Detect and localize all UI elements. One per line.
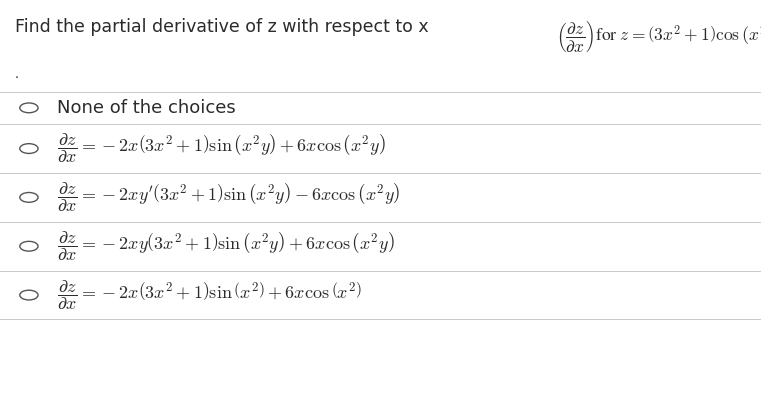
Text: $\dfrac{\partial z}{\partial x} = -2xy'\left(3x^2 + 1\right)\sin\left(x^2y\right: $\dfrac{\partial z}{\partial x} = -2xy'\…: [57, 181, 400, 214]
Text: $\left(\dfrac{\partial z}{\partial x}\right)$for $z = \left(3x^2 + 1\right)\cos\: $\left(\dfrac{\partial z}{\partial x}\ri…: [556, 18, 761, 54]
Text: $\dfrac{\partial z}{\partial x} = -2xy\left(3x^2 + 1\right)\sin\left(x^2y\right): $\dfrac{\partial z}{\partial x} = -2xy\l…: [57, 230, 395, 263]
Text: $\dfrac{\partial z}{\partial x} = -2x\left(3x^2 + 1\right)\sin\left(x^2\right) +: $\dfrac{\partial z}{\partial x} = -2x\le…: [57, 278, 362, 312]
Text: Find the partial derivative of z with respect to x: Find the partial derivative of z with re…: [15, 18, 435, 36]
Text: None of the choices: None of the choices: [57, 99, 236, 117]
Text: .: .: [15, 67, 19, 81]
Text: $\dfrac{\partial z}{\partial x} = -2x\left(3x^2 + 1\right)\sin\left(x^2y\right) : $\dfrac{\partial z}{\partial x} = -2x\le…: [57, 132, 386, 165]
